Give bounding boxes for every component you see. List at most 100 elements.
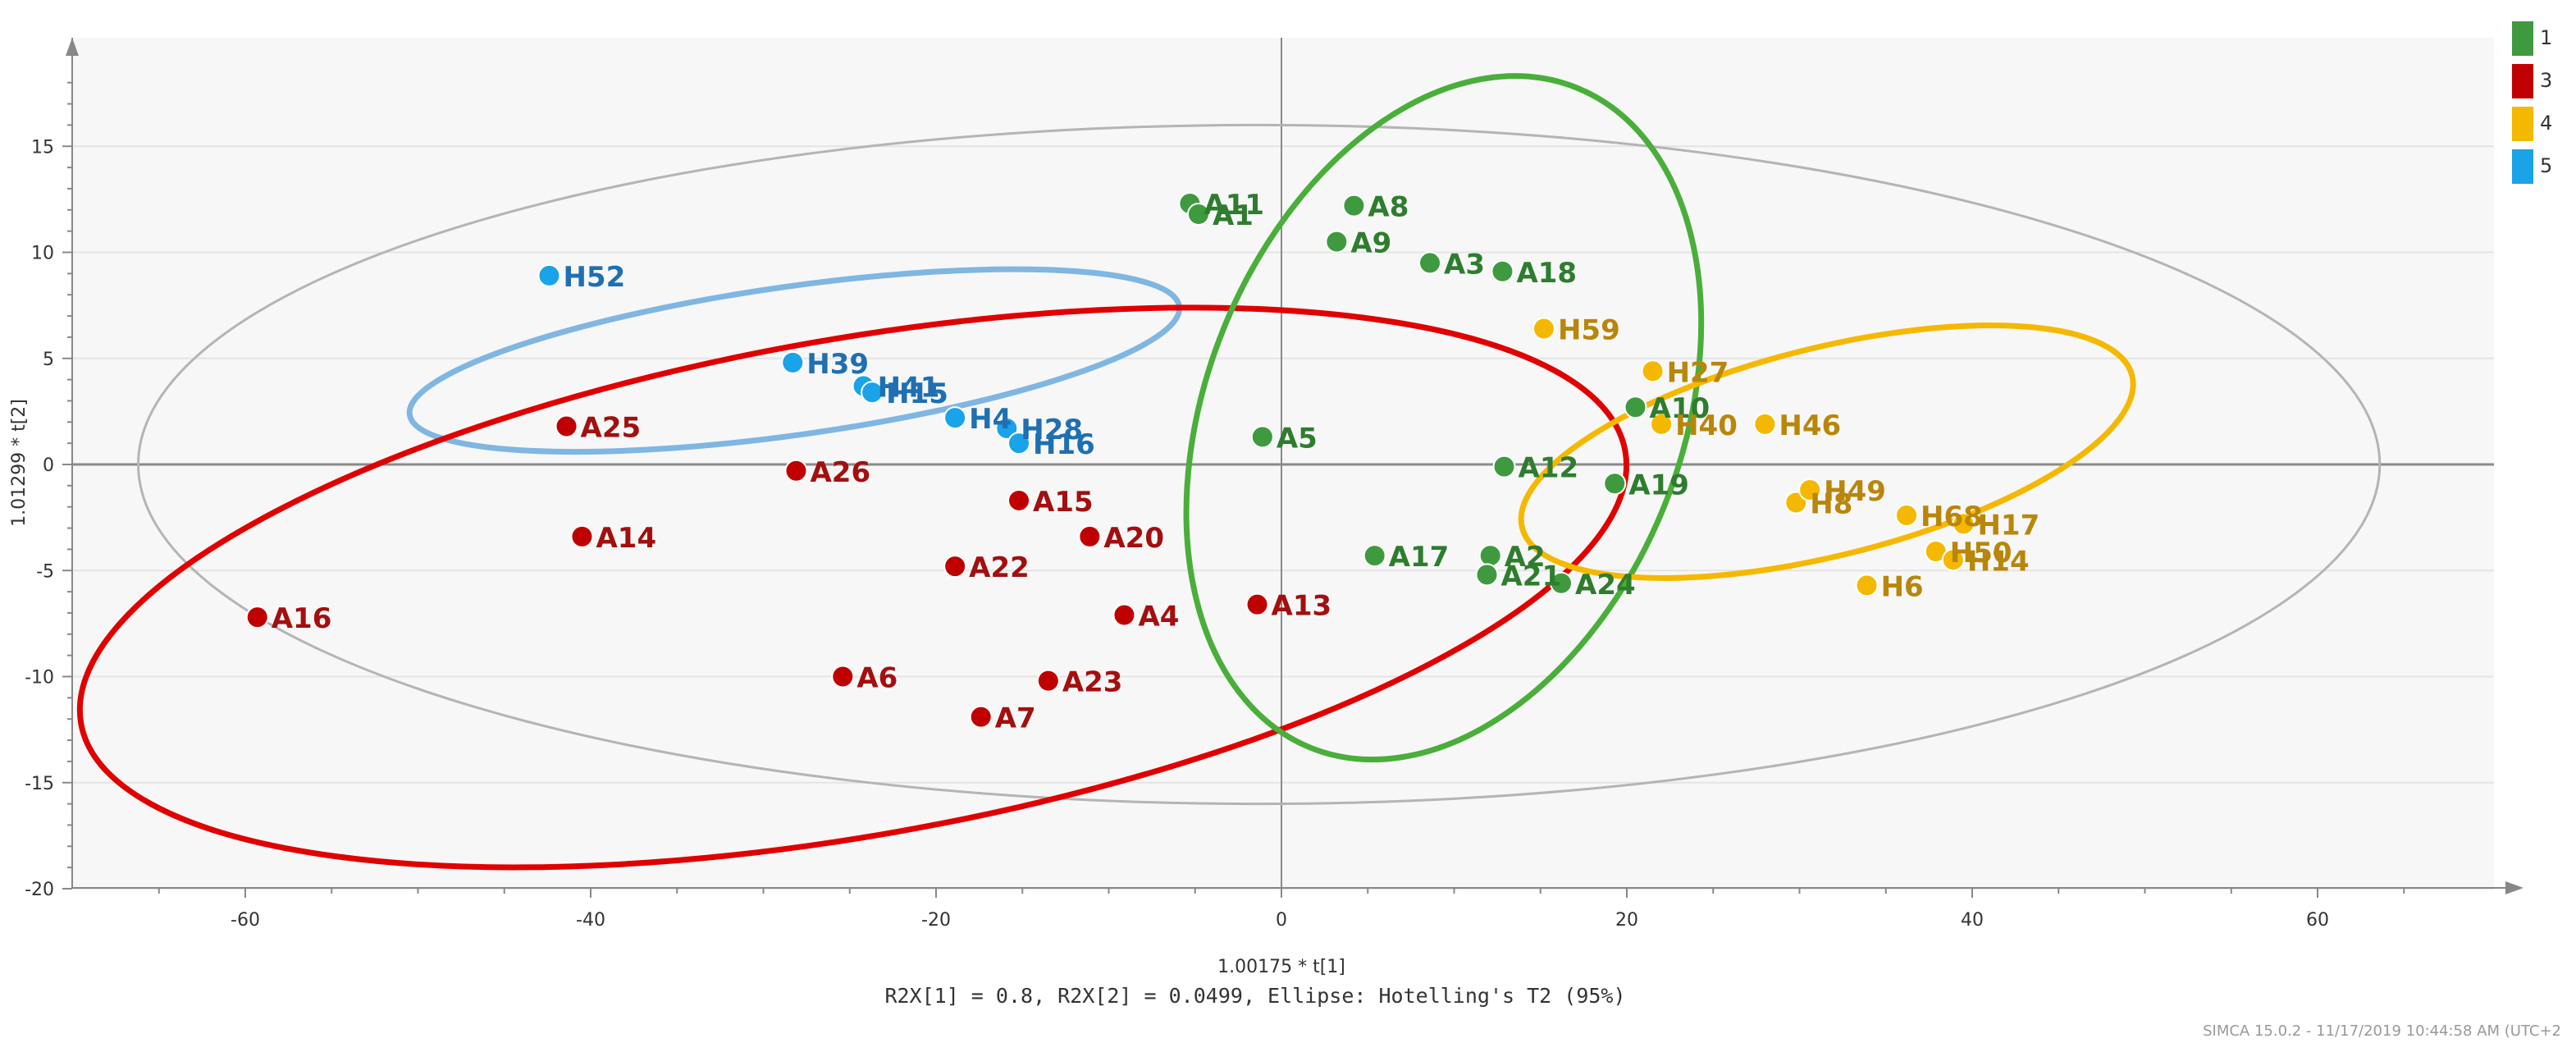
y-tick-label: -20	[25, 880, 54, 900]
data-point	[1532, 317, 1555, 341]
data-point	[1952, 512, 1975, 536]
y-tick-label: -10	[25, 668, 54, 688]
point-label: H46	[1779, 409, 1841, 442]
point-label: H68	[1921, 501, 1983, 533]
data-point	[1650, 412, 1674, 436]
legend-swatch	[2512, 149, 2533, 184]
x-tick-label: -20	[921, 910, 951, 931]
data-point	[1478, 544, 1502, 568]
data-point	[1492, 455, 1516, 478]
data-point	[1798, 478, 1822, 502]
point-label: H16	[1033, 428, 1095, 461]
data-point	[1007, 432, 1031, 455]
point-label: H27	[1667, 356, 1729, 389]
data-point	[1603, 472, 1627, 496]
legend-label: 3	[2540, 69, 2552, 92]
point-label: A18	[1516, 257, 1577, 290]
point-label: H50	[1950, 537, 2012, 569]
point-label: A2	[1505, 541, 1546, 574]
axes: -60 -40 -20 0 20 40 60 15 10 5 0 -5 -10 -15 -20	[25, 38, 2523, 931]
point-label: H15	[886, 377, 948, 410]
data-point	[245, 606, 269, 629]
y-axis-arrow	[66, 38, 79, 56]
point-label: A15	[1033, 486, 1094, 519]
data-point	[943, 406, 967, 430]
y-axis-title: 1.01299 * t[2]	[9, 399, 30, 527]
data-point	[537, 263, 561, 287]
x-tick-label: -60	[231, 910, 260, 931]
point-label: H41	[878, 371, 940, 404]
data-point	[1245, 592, 1269, 616]
y-tick-label: 0	[43, 455, 54, 476]
point-label: A22	[969, 551, 1030, 584]
legend-label: 4	[2540, 112, 2552, 135]
point-label: A13	[1272, 590, 1332, 623]
point-label: A8	[1368, 191, 1409, 224]
data-point	[1855, 574, 1879, 597]
data-point	[1624, 396, 1647, 419]
y-tick-label: -15	[25, 774, 54, 794]
point-label: H14	[1967, 545, 2030, 578]
ellipse-group-3	[76, 304, 1630, 871]
legend-swatch	[2512, 107, 2533, 141]
point-label: A12	[1519, 452, 1579, 485]
x-tick-label: 0	[1276, 910, 1287, 931]
point-label: A21	[1500, 560, 1561, 592]
x-tick-label: 20	[1615, 910, 1638, 931]
point-label: A6	[856, 662, 897, 695]
point-label: H8	[1810, 488, 1852, 521]
point-label: A26	[810, 456, 870, 489]
point-label: A11	[1204, 189, 1264, 222]
legend-label: 5	[2540, 154, 2552, 177]
data-point	[1112, 603, 1136, 627]
point-label: A4	[1138, 601, 1179, 633]
legend-label: 1	[2540, 26, 2552, 49]
point-label: H52	[563, 261, 625, 294]
data-point	[1475, 563, 1499, 587]
ellipse-hotelling-t2	[136, 123, 2382, 806]
y-tick-label: 15	[31, 137, 54, 158]
data-point	[1491, 259, 1514, 283]
y-tick-label: 10	[31, 244, 54, 264]
software-footer: SIMCA 15.0.2 - 11/17/2019 10:44:58 AM (U…	[2203, 1022, 2561, 1040]
data-point	[995, 417, 1019, 441]
data-point	[1641, 359, 1665, 383]
x-tick-label: 40	[1961, 910, 1984, 931]
legend-swatch	[2512, 21, 2533, 56]
point-label: H40	[1675, 409, 1738, 442]
x-tick-label: -40	[576, 910, 605, 931]
x-tick-label: 60	[2306, 910, 2329, 931]
data-point	[570, 524, 594, 548]
legend-swatch	[2512, 64, 2533, 98]
data-point	[943, 555, 967, 579]
data-point	[1342, 194, 1366, 217]
point-label: A25	[581, 411, 642, 444]
data-point	[1418, 251, 1442, 275]
point-label: A16	[272, 602, 332, 635]
point-label: A3	[1444, 248, 1485, 281]
data-point	[1186, 202, 1210, 226]
point-label: A23	[1062, 666, 1123, 699]
data-point	[1753, 412, 1777, 436]
legend: 1 3 4 5	[2512, 21, 2552, 184]
point-label: A17	[1389, 541, 1450, 574]
point-label: A1	[1213, 199, 1254, 232]
data-point	[1895, 504, 1919, 528]
data-point	[831, 665, 855, 688]
data-point	[1941, 548, 1965, 572]
data-point	[1250, 425, 1274, 449]
y-tick-label: -5	[36, 561, 54, 582]
ellipse-group-1	[1183, 73, 1705, 763]
data-point	[861, 381, 884, 405]
model-stats-line: R2X[1] = 0.8, R2X[2] = 0.0499, Ellipse: …	[884, 984, 1625, 1008]
x-axis-arrow	[2505, 881, 2523, 894]
data-point	[784, 459, 808, 483]
data-point	[781, 350, 805, 374]
point-label: A20	[1103, 522, 1164, 555]
point-label: A7	[995, 702, 1036, 735]
point-label: H4	[969, 403, 1012, 436]
data-point	[1325, 230, 1349, 254]
data-point	[1007, 488, 1031, 512]
point-label: A5	[1277, 422, 1318, 455]
